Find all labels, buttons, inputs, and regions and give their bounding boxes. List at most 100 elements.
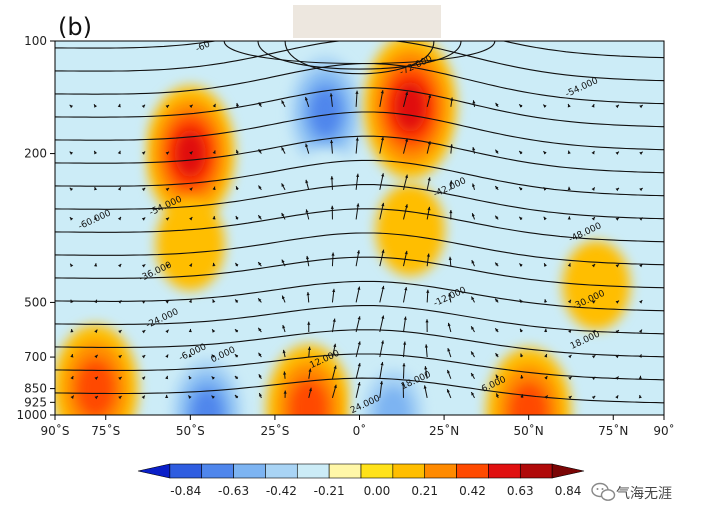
wind-vector <box>470 326 475 333</box>
wind-vector <box>591 263 596 268</box>
colorbar-swatch <box>328 463 362 479</box>
contour-line <box>223 41 496 64</box>
wind-vector <box>615 329 620 334</box>
wind-vector <box>402 91 409 107</box>
wind-vector <box>93 104 98 108</box>
wind-vector <box>544 353 548 358</box>
wind-vector <box>212 186 216 190</box>
colorbar-label: 0.42 <box>459 484 486 498</box>
wind-vector <box>519 328 523 333</box>
wind-vector <box>165 354 169 358</box>
wind-vector <box>567 150 571 155</box>
shaded-blob <box>191 389 223 415</box>
shaded-blob <box>461 109 529 198</box>
wind-vector <box>141 263 146 268</box>
wind-vector <box>258 373 262 380</box>
wind-vector <box>639 151 644 155</box>
contour-line <box>55 41 664 82</box>
wind-vector <box>355 341 361 358</box>
colorbar-swatch <box>233 463 266 479</box>
shaded-blob <box>290 148 362 245</box>
wind-vector <box>165 217 170 221</box>
wind-vector <box>615 104 620 109</box>
shaded-blob <box>71 109 140 198</box>
wind-vector <box>141 395 146 399</box>
y-tick-label: 700 <box>24 350 47 364</box>
wind-vector <box>258 185 262 191</box>
wind-vector <box>211 354 216 358</box>
wind-vector <box>305 255 310 267</box>
wind-vector <box>331 288 336 303</box>
wind-vector <box>118 263 122 268</box>
shaded-blob <box>289 379 328 415</box>
colorbar-swatch <box>169 463 203 479</box>
wind-vector <box>450 97 454 107</box>
wind-vector <box>118 395 122 400</box>
contour-line <box>257 41 462 70</box>
wind-vector <box>495 393 500 399</box>
colorbar-swatch <box>551 463 585 479</box>
wind-vector <box>141 151 146 155</box>
wind-vector <box>471 213 476 220</box>
contour-line <box>55 329 664 358</box>
wind-vector <box>615 376 619 380</box>
wind-vector <box>69 104 74 109</box>
wind-vector <box>281 295 286 303</box>
wind-vector <box>141 354 146 359</box>
wind-vector <box>379 136 385 154</box>
shaded-blob <box>375 386 412 415</box>
wind-vector <box>257 261 262 267</box>
y-tick-label: 925 <box>24 395 47 409</box>
wind-vector <box>257 327 262 333</box>
wind-vector <box>70 354 74 358</box>
wind-vector <box>118 300 122 304</box>
wind-vector <box>518 150 523 155</box>
watermark-text: 气海无涯 <box>616 486 672 502</box>
wind-vector <box>258 352 262 358</box>
wind-vector <box>591 300 596 304</box>
wind-vector <box>519 299 523 303</box>
wind-vector <box>567 263 571 267</box>
x-tick-label: 90˚S <box>41 423 70 438</box>
wind-vector <box>331 318 336 333</box>
wind-vector <box>117 186 122 191</box>
wind-vectors <box>69 90 644 400</box>
wind-vector <box>118 354 122 359</box>
wind-vector <box>542 104 547 108</box>
wind-vector <box>379 380 384 398</box>
wind-vector <box>355 173 360 190</box>
wind-vector <box>188 299 192 303</box>
wind-vector <box>379 340 385 358</box>
wind-vector <box>94 395 99 400</box>
wind-vector <box>355 362 361 379</box>
wind-vector <box>402 316 407 333</box>
x-tick-label: 75˚S <box>91 423 120 438</box>
wind-vector <box>544 328 548 333</box>
wind-vector <box>494 185 499 191</box>
wind-vector <box>426 141 431 154</box>
wind-vector <box>235 262 239 267</box>
wind-vector <box>234 394 239 399</box>
wind-vector <box>188 395 192 399</box>
wind-vector <box>141 187 146 192</box>
wind-vector <box>141 329 146 334</box>
wind-vector <box>330 205 334 220</box>
wind-vector <box>591 395 596 400</box>
wind-vector <box>568 376 572 381</box>
wind-vector <box>211 328 216 333</box>
wind-vector <box>355 90 359 107</box>
wind-vector <box>69 151 74 155</box>
wind-vector <box>69 187 74 192</box>
wind-vector <box>307 321 311 333</box>
wind-vector <box>165 263 170 268</box>
wind-vector <box>283 390 287 398</box>
wind-vector <box>379 90 384 107</box>
wind-vector <box>234 328 239 333</box>
shaded-blob <box>76 360 115 415</box>
contour-line <box>55 208 664 243</box>
wind-vector <box>423 385 428 398</box>
wind-vector <box>330 139 334 154</box>
wind-vector <box>639 187 643 192</box>
wind-vector <box>235 149 239 154</box>
wind-vector <box>211 376 215 380</box>
